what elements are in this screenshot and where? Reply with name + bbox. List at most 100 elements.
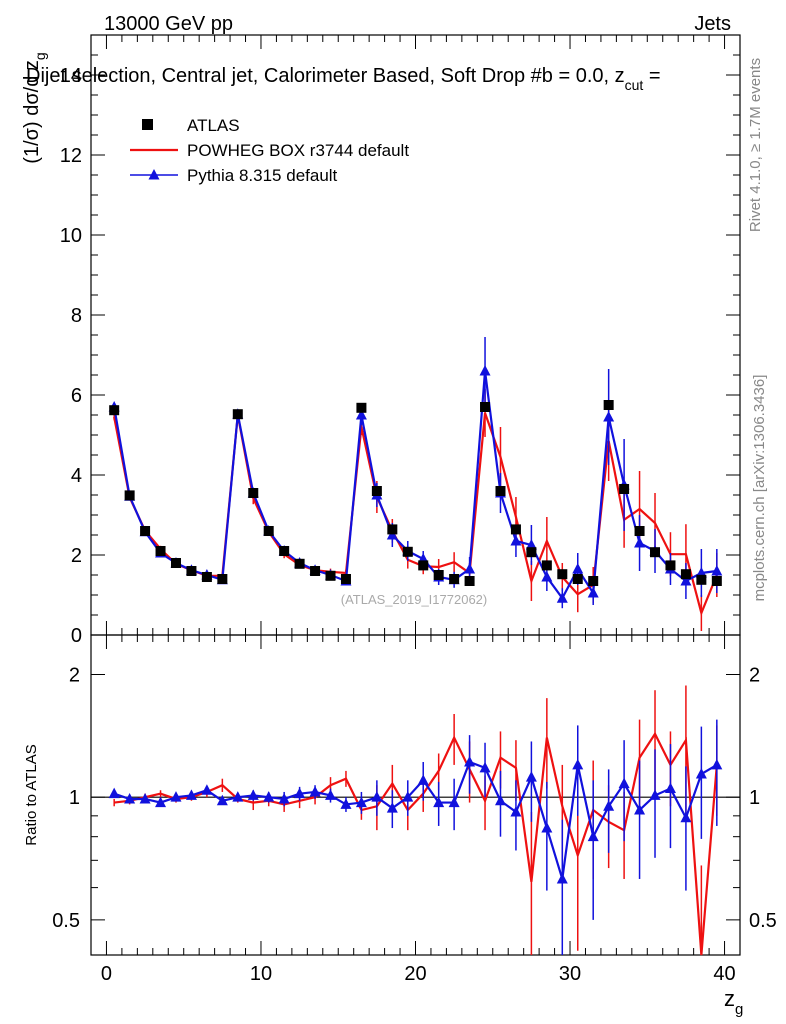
- pythia-ratio-marker: [664, 782, 676, 794]
- pythia-ratio-marker: [510, 805, 522, 817]
- pythia-ratio-marker: [572, 758, 584, 770]
- atlas-marker: [310, 566, 321, 576]
- pythia-marker: [464, 563, 476, 574]
- atlas-marker: [650, 547, 661, 558]
- pythia-marker: [355, 409, 367, 420]
- atlas-marker: [217, 574, 228, 584]
- pythia-ratio-line: [113, 760, 718, 880]
- atlas-marker: [155, 546, 166, 556]
- pythia-ratio-marker: [402, 791, 414, 802]
- pythia-ratio-marker: [603, 800, 615, 811]
- ratio-y-tick-label: 1: [69, 787, 80, 809]
- pythia-ratio-marker: [340, 798, 352, 809]
- pythia-ratio-marker: [108, 787, 120, 799]
- y-tick-label: 0: [71, 625, 82, 647]
- atlas-marker: [325, 570, 336, 581]
- pythia-ratio-marker: [325, 789, 337, 800]
- pythia-marker: [525, 539, 537, 550]
- pythia-ratio-marker: [355, 796, 367, 808]
- atlas-marker: [541, 560, 552, 571]
- ratio-y-tick-label-right: 2: [749, 664, 760, 686]
- x-tick-label: 30: [559, 963, 581, 985]
- atlas-marker: [510, 524, 521, 535]
- pythia-marker: [587, 587, 599, 598]
- main-plot: 0 2 4 6 8 10 12 14: [60, 34, 741, 647]
- pythia-ratio-marker: [216, 794, 228, 806]
- atlas-marker: [557, 569, 568, 580]
- atlas-marker: [418, 560, 429, 571]
- atlas-marker: [186, 566, 197, 576]
- pythia-ratio-marker: [386, 802, 398, 813]
- atlas-marker: [294, 558, 305, 569]
- pythia-ratio-marker: [711, 758, 723, 770]
- pythia-ratio-marker: [201, 784, 213, 795]
- legend: ATLAS POWHEG BOX r3744 default Pythia 8.31…: [130, 116, 409, 185]
- pythia-ratio-marker: [541, 822, 553, 833]
- pythia-ratio-marker: [124, 792, 136, 804]
- y-tick-label: 12: [60, 145, 82, 167]
- pythia-ratio-marker: [618, 777, 630, 789]
- ratio-xlabel: zg: [724, 986, 743, 1018]
- atlas-marker: [619, 484, 630, 494]
- pythia-ratio-marker: [649, 789, 661, 800]
- ratio-plot: 0 10 20 30 40 0.5 0.5 1 1 2 2: [52, 634, 777, 985]
- atlas-marker: [402, 546, 413, 557]
- atlas-marker: [433, 570, 444, 580]
- pythia-ratio-marker: [247, 789, 259, 800]
- pythia-ratio-marker: [294, 787, 306, 799]
- pythia-marker: [634, 537, 646, 548]
- atlas-marker: [680, 569, 691, 580]
- pythia-ratio-marker: [494, 794, 506, 806]
- pythia-ratio-marker: [525, 771, 537, 782]
- rivet-version-label: Rivet 4.1.0, ≥ 1.7M events: [747, 58, 764, 232]
- ratio-y-tick-label: 0.5: [52, 910, 80, 932]
- pythia-ratio-marker: [556, 872, 568, 884]
- ratio-ylabel: Ratio to ATLAS: [23, 744, 40, 845]
- legend-label: ATLAS: [187, 116, 240, 135]
- pythia-ratio-marker: [309, 785, 321, 797]
- pythia-marker: [603, 411, 615, 422]
- pythia-ratio-marker: [371, 791, 383, 802]
- pythia-ratio-marker: [587, 830, 599, 842]
- atlas-marker: [232, 409, 243, 420]
- main-ylabel: (1/σ) dσ/d zg: [21, 52, 48, 163]
- pythia-marker: [711, 565, 723, 576]
- powheg-ratio-line: [114, 731, 718, 956]
- pythia-marker: [541, 571, 553, 582]
- y-tick-label: 8: [71, 305, 82, 327]
- atlas-marker: [603, 400, 614, 410]
- atlas-marker: [696, 574, 707, 585]
- atlas-marker: [711, 576, 722, 586]
- atlas-marker: [109, 405, 120, 416]
- pythia-ratio-marker: [634, 804, 646, 815]
- atlas-marker: [634, 526, 645, 536]
- pythia-marker: [510, 535, 522, 546]
- pythia-line: [113, 370, 717, 601]
- atlas-marker: [279, 546, 290, 556]
- pythia-ratio-marker: [278, 792, 290, 804]
- pythia-ratio-marker: [417, 774, 429, 785]
- ratio-y-tick-label: 2: [69, 664, 80, 686]
- pythia-ratio-marker: [155, 796, 167, 808]
- y-tick-label: 10: [60, 225, 82, 247]
- atlas-marker: [588, 576, 599, 586]
- pythia-ratio-marker: [479, 761, 491, 773]
- y-tick-label: 4: [71, 465, 82, 487]
- atlas-marker: [263, 526, 274, 536]
- legend-label: POWHEG BOX r3744 default: [187, 141, 409, 160]
- atlas-marker: [665, 560, 676, 571]
- header-jets: Jets: [694, 13, 731, 35]
- analysis-watermark: (ATLAS_2019_I1772062): [341, 592, 487, 607]
- atlas-marker: [356, 402, 367, 413]
- plot-title: Dijet selection, Central jet, Calorimete…: [26, 65, 661, 93]
- y-tick-label: 14: [60, 65, 82, 87]
- atlas-marker: [495, 486, 506, 496]
- atlas-marker: [572, 574, 583, 584]
- atlas-marker: [464, 576, 475, 586]
- pythia-marker: [680, 575, 692, 586]
- atlas-marker: [248, 488, 259, 498]
- pythia-ratio-marker: [695, 767, 707, 779]
- pythia-ratio-marker: [464, 755, 476, 767]
- x-tick-label: 40: [713, 963, 735, 985]
